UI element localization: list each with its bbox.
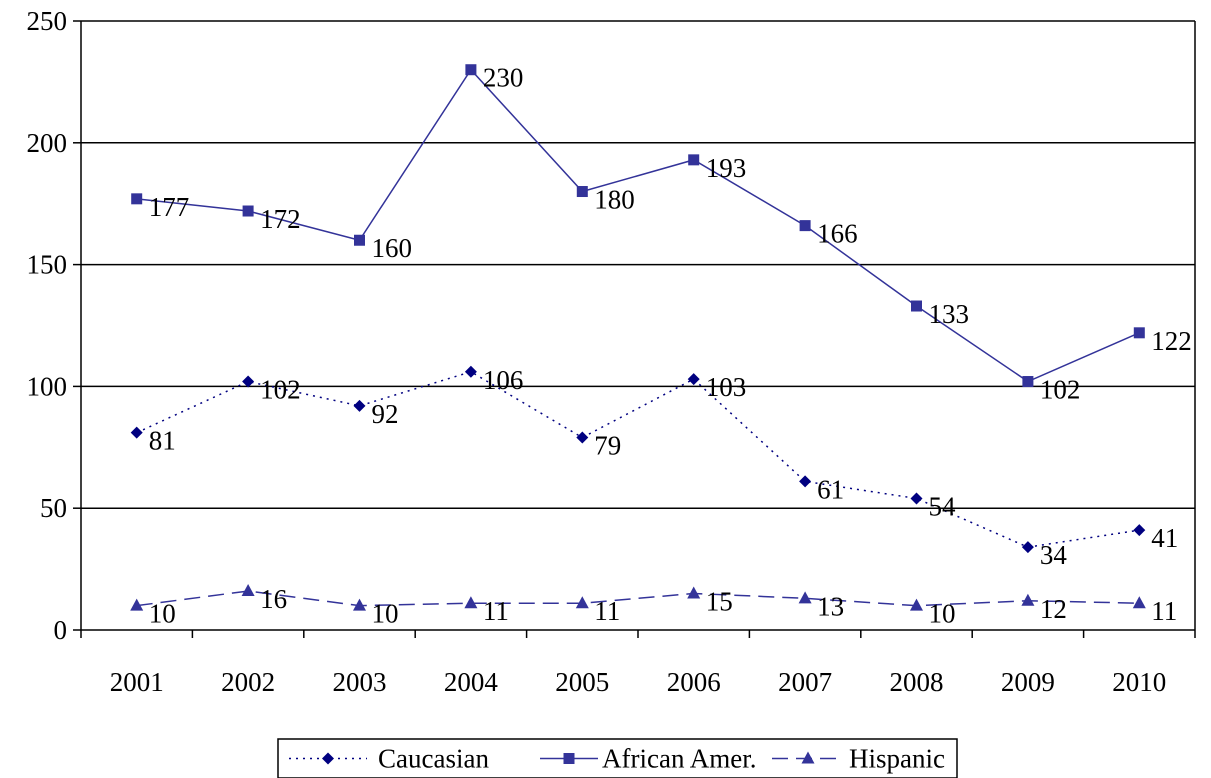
gridlines	[81, 20, 1196, 630]
data-point	[1022, 376, 1034, 388]
x-tick-label: 2004	[444, 667, 499, 697]
data-label: 103	[706, 372, 747, 402]
series-line	[136, 590, 1140, 607]
data-label: 34	[1040, 540, 1068, 570]
data-label: 122	[1151, 326, 1192, 356]
data-point	[241, 584, 255, 597]
data-point	[131, 193, 143, 205]
data-point	[687, 373, 700, 386]
data-point	[1133, 327, 1145, 339]
data-label: 81	[149, 426, 176, 456]
data-label: 10	[372, 599, 399, 629]
y-tick-label: 150	[27, 250, 68, 280]
x-tick-label: 2008	[890, 667, 944, 697]
data-label: 11	[483, 596, 509, 626]
data-label: 16	[260, 584, 287, 614]
x-tick-label: 2002	[221, 667, 275, 697]
data-label: 54	[929, 491, 957, 521]
data-label: 10	[149, 599, 176, 629]
legend-entry-african-amer: African Amer.	[540, 744, 756, 774]
data-label: 11	[594, 596, 620, 626]
data-point	[910, 598, 923, 611]
x-tick-label: 2005	[555, 667, 609, 697]
data-point	[465, 64, 477, 76]
data-point	[353, 598, 366, 611]
data-point	[910, 492, 923, 505]
data-point	[575, 596, 589, 609]
data-point	[464, 365, 477, 378]
y-tick-label: 50	[40, 493, 67, 523]
data-point	[687, 586, 701, 599]
data-point	[1133, 524, 1146, 537]
data-labels: 81 102 92 106 79 103 61 54 34 41 177 172 160 230 180 19…	[149, 63, 1192, 629]
legend-label: Hispanic	[849, 744, 945, 774]
data-label: 177	[149, 192, 190, 222]
data-label: 133	[929, 299, 970, 329]
data-label: 10	[929, 599, 956, 629]
legend-marker	[801, 751, 815, 764]
legend-label: Caucasian	[378, 744, 489, 774]
data-label: 180	[594, 185, 635, 215]
data-point	[130, 426, 143, 439]
data-point	[1021, 541, 1034, 554]
y-tick-label: 100	[27, 371, 68, 401]
data-label: 11	[1151, 596, 1177, 626]
x-tick-label: 2009	[1001, 667, 1055, 697]
data-label: 172	[260, 204, 301, 234]
legend-entry-hispanic: Hispanic	[772, 744, 945, 774]
data-label: 193	[706, 153, 747, 183]
data-point	[1021, 593, 1035, 606]
legend-label: African Amer.	[602, 744, 756, 774]
legend-entry-caucasian: Caucasian	[289, 744, 489, 774]
data-label: 61	[817, 474, 844, 504]
legend-marker	[563, 753, 575, 764]
data-label: 102	[260, 375, 301, 405]
data-point	[353, 399, 366, 412]
data-label: 102	[1040, 375, 1081, 405]
x-tick-label: 2001	[110, 667, 164, 697]
data-label: 106	[483, 365, 524, 395]
data-point	[1132, 596, 1146, 609]
data-point	[688, 154, 700, 166]
series-caucasian	[130, 365, 1146, 554]
series-hispanic	[130, 584, 1146, 611]
legend-box	[277, 738, 958, 778]
series-line	[136, 68, 1140, 383]
data-point	[576, 186, 588, 198]
y-tick-label: 200	[27, 128, 68, 158]
data-label: 79	[594, 431, 621, 461]
data-point	[242, 375, 255, 388]
series-african-amer	[131, 64, 1145, 388]
data-point	[799, 220, 811, 232]
legend-marker	[322, 752, 334, 765]
axes: 0 50 100 150 200 250 2001 2002 2003 2004 2005 2006 2…	[27, 6, 1196, 697]
data-label: 166	[817, 219, 858, 249]
data-point	[911, 300, 922, 312]
series-group	[130, 64, 1146, 611]
data-point	[354, 234, 365, 246]
x-tick-label: 2006	[667, 667, 721, 697]
data-label: 230	[483, 63, 524, 93]
x-tick-label: 2010	[1112, 667, 1166, 697]
data-point	[798, 591, 812, 604]
data-label: 15	[706, 586, 733, 616]
data-point	[242, 205, 254, 217]
data-point	[464, 596, 478, 609]
x-tick-label: 2003	[333, 667, 387, 697]
data-label: 13	[817, 591, 844, 621]
data-label: 160	[372, 233, 413, 263]
y-tick-label: 0	[54, 615, 68, 645]
data-label: 41	[1151, 523, 1178, 553]
data-point	[130, 598, 144, 611]
x-tick-label: 2007	[778, 667, 832, 697]
legend: Caucasian African Amer. Hispanic	[277, 738, 958, 778]
data-label: 12	[1040, 594, 1067, 624]
data-point	[576, 431, 589, 444]
data-point	[799, 475, 812, 488]
y-tick-label: 250	[27, 6, 68, 36]
data-label: 92	[372, 399, 399, 429]
